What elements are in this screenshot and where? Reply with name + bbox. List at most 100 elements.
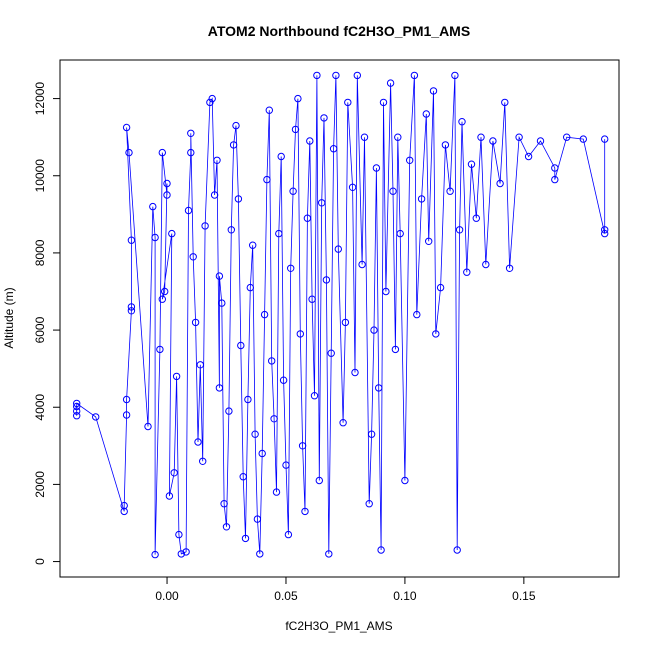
data-point bbox=[351, 368, 359, 377]
data-point bbox=[239, 473, 247, 481]
data-point bbox=[260, 310, 269, 319]
x-tick-label: 0.05 bbox=[274, 589, 298, 603]
data-point bbox=[151, 550, 159, 559]
data-point bbox=[210, 191, 219, 199]
data-point bbox=[505, 264, 514, 272]
data-point bbox=[308, 295, 316, 303]
data-point bbox=[463, 268, 471, 276]
data-point bbox=[120, 507, 128, 516]
data-point bbox=[524, 152, 533, 161]
data-point bbox=[206, 98, 214, 107]
data-point bbox=[175, 530, 183, 539]
data-point bbox=[284, 530, 293, 539]
data-point bbox=[249, 241, 257, 249]
data-point bbox=[234, 195, 243, 203]
data-point bbox=[315, 476, 323, 485]
data-point bbox=[120, 501, 128, 510]
data-point bbox=[441, 141, 450, 149]
data-point bbox=[406, 156, 414, 165]
data-point bbox=[515, 133, 523, 141]
data-point bbox=[429, 87, 438, 95]
x-axis: 0.00 0.05 0.10 0.15 bbox=[155, 576, 536, 603]
data-point bbox=[391, 345, 400, 354]
data-point bbox=[396, 229, 404, 238]
data-point bbox=[218, 299, 226, 307]
data-point bbox=[244, 395, 252, 404]
data-point bbox=[172, 372, 181, 381]
data-point bbox=[201, 222, 209, 230]
data-point bbox=[563, 133, 571, 141]
data-point bbox=[73, 412, 81, 420]
chart-title: ATOM2 Northbound fC2H3O_PM1_AMS bbox=[208, 23, 470, 39]
data-point bbox=[194, 438, 202, 446]
data-point bbox=[258, 449, 266, 458]
data-point bbox=[353, 71, 361, 80]
data-point bbox=[277, 152, 285, 161]
data-point bbox=[246, 283, 255, 292]
data-point bbox=[489, 137, 497, 145]
data-point bbox=[455, 226, 464, 234]
data-point bbox=[294, 94, 302, 103]
data-point bbox=[220, 500, 228, 508]
data-point bbox=[482, 260, 490, 269]
data-point bbox=[163, 191, 171, 199]
data-point bbox=[168, 229, 176, 238]
data-point bbox=[422, 110, 430, 118]
data-point bbox=[339, 419, 347, 427]
data-point bbox=[263, 175, 271, 184]
data-point bbox=[329, 145, 338, 153]
data-point bbox=[358, 260, 366, 269]
data-point bbox=[122, 395, 131, 404]
y-tick-label: 10000 bbox=[33, 159, 47, 193]
data-point bbox=[151, 233, 159, 242]
data-point bbox=[551, 164, 559, 172]
data-point bbox=[158, 148, 167, 157]
data-point bbox=[213, 156, 221, 165]
data-point bbox=[367, 430, 376, 438]
data-point bbox=[122, 411, 131, 419]
y-tick-label: 8000 bbox=[33, 239, 47, 266]
data-point bbox=[332, 71, 340, 80]
data-point bbox=[149, 202, 157, 211]
data-point bbox=[165, 492, 174, 500]
data-point bbox=[161, 287, 169, 296]
x-axis-label: fC2H3O_PM1_AMS bbox=[285, 619, 392, 633]
data-point bbox=[413, 310, 421, 319]
data-point bbox=[579, 135, 587, 143]
data-point bbox=[256, 550, 264, 558]
data-point bbox=[158, 295, 167, 303]
y-tick-label: 4000 bbox=[33, 394, 47, 421]
data-point bbox=[232, 121, 240, 130]
data-point bbox=[225, 407, 233, 415]
data-point bbox=[196, 361, 205, 369]
data-point bbox=[377, 546, 385, 554]
data-point bbox=[177, 550, 186, 558]
data-point bbox=[229, 141, 238, 149]
data-point bbox=[296, 330, 304, 338]
data-point bbox=[344, 98, 352, 107]
data-point bbox=[601, 226, 609, 234]
data-point bbox=[301, 507, 309, 516]
data-point bbox=[127, 236, 136, 244]
data-point bbox=[144, 422, 152, 431]
y-tick-label: 2000 bbox=[33, 471, 47, 498]
data-point bbox=[270, 415, 278, 423]
data-point bbox=[551, 175, 559, 184]
data-point bbox=[536, 137, 545, 145]
data-point bbox=[417, 195, 426, 203]
data-point bbox=[401, 476, 409, 485]
data-point bbox=[320, 114, 328, 122]
data-point bbox=[365, 500, 373, 508]
data-point bbox=[215, 272, 224, 280]
data-point bbox=[313, 71, 321, 80]
series-layer bbox=[73, 71, 609, 559]
data-point bbox=[322, 276, 331, 284]
data-point bbox=[189, 253, 197, 261]
y-tick-label: 0 bbox=[33, 558, 47, 565]
data-point bbox=[251, 430, 259, 438]
data-point bbox=[253, 515, 262, 523]
data-point bbox=[298, 442, 307, 450]
data-point bbox=[327, 349, 335, 357]
data-point bbox=[73, 407, 81, 415]
